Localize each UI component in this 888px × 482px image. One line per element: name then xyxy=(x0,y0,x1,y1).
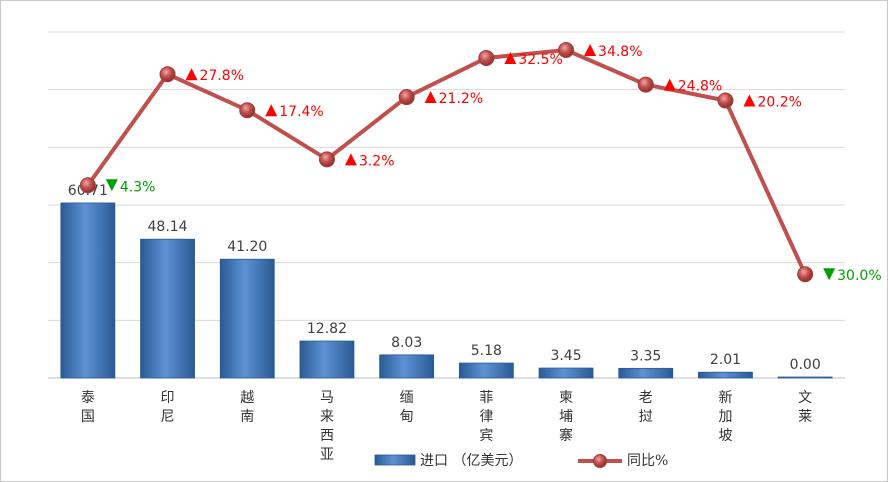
line-path xyxy=(86,47,807,276)
line-data-labels: 4.3% 27.8% 17.4% 3.2% 21.2% 32.5% 34.8% 24.8% 20… xyxy=(105,43,882,284)
bar-value-label: 2.01 xyxy=(710,352,741,368)
up-arrow-icon xyxy=(584,43,597,56)
legend-bar-swatch xyxy=(374,454,416,466)
up-arrow-icon xyxy=(265,104,278,117)
bar-value-label: 3.45 xyxy=(550,348,581,364)
line-marker xyxy=(558,41,575,58)
bar-value-label: 5.18 xyxy=(471,343,502,359)
pct-label: 21.2% xyxy=(439,91,483,107)
x-tick-label: 柬埔寨 xyxy=(559,390,573,444)
legend-line-label: 同比% xyxy=(627,453,668,469)
line-marker xyxy=(239,102,256,119)
x-tick-label: 菲律宾 xyxy=(479,390,493,444)
line-marker xyxy=(637,76,654,93)
pct-label: 20.2% xyxy=(757,95,801,111)
up-arrow-icon xyxy=(743,94,756,107)
legend: 进口 （亿美元） 同比% xyxy=(374,453,668,469)
line-marker xyxy=(79,177,96,194)
pct-label: 27.8% xyxy=(200,68,244,84)
pct-label: 24.8% xyxy=(678,79,722,95)
up-arrow-icon xyxy=(663,78,676,91)
up-arrow-icon xyxy=(424,91,437,104)
legend-marker-icon xyxy=(593,454,607,468)
up-arrow-icon xyxy=(185,68,198,81)
x-tick-label: 马来西亚 xyxy=(320,390,334,463)
up-arrow-icon xyxy=(504,51,517,64)
bar-data-labels: 60.7148.1441.2012.828.035.183.453.352.01… xyxy=(68,183,821,373)
x-tick-label: 文莱 xyxy=(798,390,812,425)
bar xyxy=(299,340,355,379)
x-tick-label: 缅甸 xyxy=(400,390,414,425)
line-marker xyxy=(318,151,335,168)
line-marker xyxy=(478,49,495,66)
bar xyxy=(140,238,195,379)
bar-series xyxy=(60,202,833,379)
x-axis-ticks: 泰国 印尼 越南 马来西亚 缅甸 菲律宾 柬埔寨 老挝 新加坡 文莱 xyxy=(81,390,812,463)
bar-value-label: 41.20 xyxy=(227,239,267,255)
x-tick-label: 老挝 xyxy=(639,390,653,425)
bar-value-label: 12.82 xyxy=(307,321,347,337)
x-tick-label: 新加坡 xyxy=(718,390,732,444)
pct-label: 17.4% xyxy=(279,104,323,120)
bar xyxy=(777,376,833,379)
legend-bar-label: 进口 （亿美元） xyxy=(420,453,522,469)
down-arrow-icon xyxy=(823,268,836,281)
line-marker xyxy=(797,266,814,283)
x-tick-label: 泰国 xyxy=(81,390,95,425)
line-marker xyxy=(398,89,415,106)
bar xyxy=(219,258,275,379)
bar xyxy=(538,367,594,379)
x-tick-label: 越南 xyxy=(240,390,254,425)
x-tick-label: 印尼 xyxy=(161,390,175,425)
line-marker xyxy=(159,66,176,83)
bar xyxy=(698,371,753,379)
bar-value-label: 3.35 xyxy=(630,348,661,364)
bar xyxy=(458,362,514,379)
pct-label: 3.2% xyxy=(359,153,395,169)
bar-value-label: 48.14 xyxy=(148,219,188,235)
bar xyxy=(379,354,435,379)
down-arrow-icon xyxy=(105,179,118,192)
pct-label: 30.0% xyxy=(837,268,881,284)
line-series xyxy=(79,41,814,283)
bar xyxy=(618,367,674,379)
line-marker xyxy=(717,92,734,109)
pct-label: 4.3% xyxy=(120,179,156,195)
up-arrow-icon xyxy=(344,153,357,166)
pct-label: 34.8% xyxy=(598,44,642,60)
bar-value-label: 0.00 xyxy=(790,357,821,373)
pct-label: 32.5% xyxy=(518,52,562,68)
bar xyxy=(60,202,116,379)
bar-value-label: 8.03 xyxy=(391,335,422,351)
